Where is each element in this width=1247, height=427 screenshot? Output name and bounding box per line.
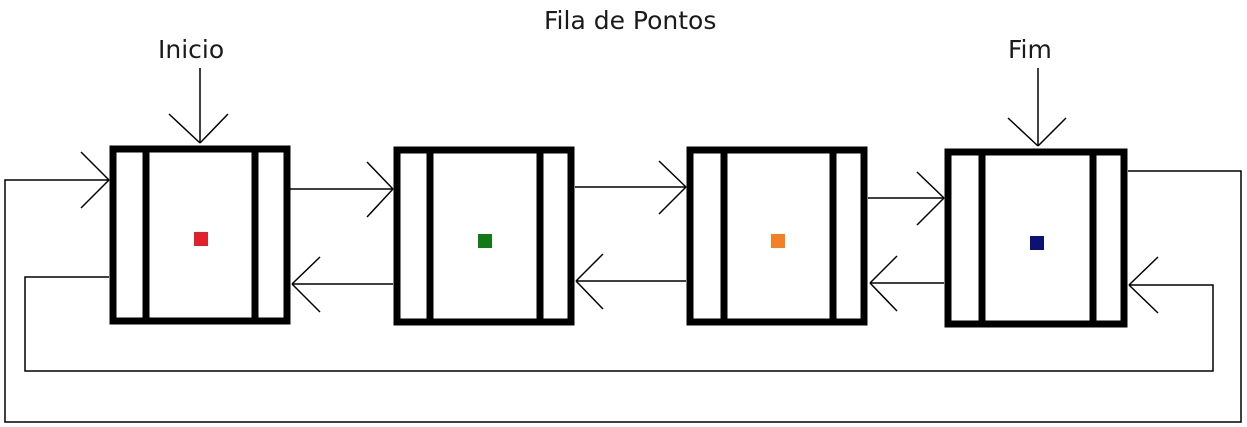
diagram-title: Fila de Pontos — [544, 6, 717, 35]
node-1-dot — [194, 232, 208, 246]
arrow-tail-to-head — [4, 151, 1242, 423]
node-4-dot — [1030, 236, 1044, 250]
arrow-node2-to-node1 — [291, 256, 393, 313]
node-3-dot — [771, 234, 785, 248]
backward-links — [291, 253, 944, 313]
node-2-dot — [478, 234, 492, 248]
arrow-head-to-tail — [24, 256, 1214, 372]
node-1 — [109, 145, 291, 325]
arrow-node3-to-node2 — [575, 253, 686, 310]
arrow-node1-to-node2 — [290, 161, 394, 218]
arrow-node4-to-node3 — [869, 255, 944, 312]
start-pointer-arrow — [168, 68, 229, 144]
start-label: Inicio — [158, 35, 225, 64]
node-3-frame — [686, 146, 868, 326]
forward-links — [290, 160, 945, 226]
wrap-links — [4, 151, 1242, 423]
end-label: Fim — [1008, 35, 1052, 64]
node-4-frame — [944, 148, 1128, 328]
node-1-frame — [109, 145, 291, 325]
end-pointer-arrow — [1007, 68, 1067, 147]
arrow-node3-to-node4 — [868, 171, 945, 226]
node-3 — [686, 146, 868, 326]
node-4 — [944, 148, 1128, 328]
node-2 — [393, 146, 575, 326]
node-2-frame — [393, 146, 575, 326]
arrow-node2-to-node3 — [575, 160, 687, 215]
